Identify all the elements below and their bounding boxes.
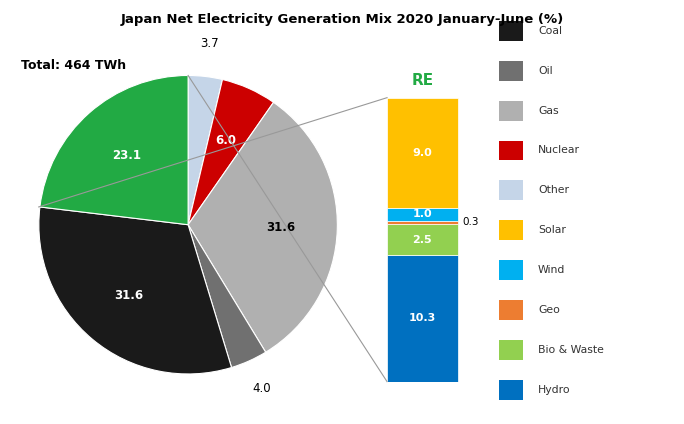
Text: 23.1: 23.1 — [112, 149, 141, 162]
Bar — [499, 180, 523, 200]
Text: 2.5: 2.5 — [412, 234, 432, 245]
Text: Total: 464 TWh: Total: 464 TWh — [21, 59, 126, 73]
Bar — [387, 98, 458, 208]
Text: Geo: Geo — [538, 305, 560, 315]
Text: RE: RE — [411, 73, 434, 88]
Text: Other: Other — [538, 185, 569, 195]
Text: Wind: Wind — [538, 265, 566, 275]
Text: Japan Net Electricity Generation Mix 2020 January-June (%): Japan Net Electricity Generation Mix 202… — [120, 13, 564, 26]
Text: 0.3: 0.3 — [462, 218, 479, 227]
Text: Solar: Solar — [538, 225, 566, 235]
Text: 31.6: 31.6 — [114, 289, 143, 302]
Bar — [499, 300, 523, 320]
Text: 3.7: 3.7 — [200, 37, 218, 50]
Text: Hydro: Hydro — [538, 385, 570, 395]
Text: Oil: Oil — [538, 66, 553, 76]
Text: 4.0: 4.0 — [252, 382, 271, 395]
Text: Nuclear: Nuclear — [538, 145, 580, 156]
Wedge shape — [188, 79, 274, 225]
Bar — [387, 255, 458, 382]
Text: Coal: Coal — [538, 26, 562, 36]
Wedge shape — [40, 75, 188, 225]
Bar — [499, 340, 523, 360]
Bar — [499, 21, 523, 41]
Text: 31.6: 31.6 — [266, 221, 295, 234]
Wedge shape — [188, 75, 222, 225]
Bar — [499, 260, 523, 280]
Bar — [499, 100, 523, 120]
Text: 9.0: 9.0 — [412, 148, 432, 158]
Bar — [387, 208, 458, 220]
Bar — [499, 61, 523, 81]
Wedge shape — [39, 207, 232, 374]
Text: 1.0: 1.0 — [412, 209, 432, 220]
Text: 10.3: 10.3 — [409, 313, 436, 323]
Wedge shape — [188, 102, 337, 352]
Bar — [387, 220, 458, 224]
Wedge shape — [188, 225, 265, 368]
Text: Bio & Waste: Bio & Waste — [538, 345, 604, 355]
Bar — [499, 140, 523, 160]
Bar — [499, 379, 523, 399]
Bar — [387, 224, 458, 255]
Bar — [499, 220, 523, 240]
Text: 6.0: 6.0 — [215, 134, 237, 147]
Text: Gas: Gas — [538, 106, 559, 116]
